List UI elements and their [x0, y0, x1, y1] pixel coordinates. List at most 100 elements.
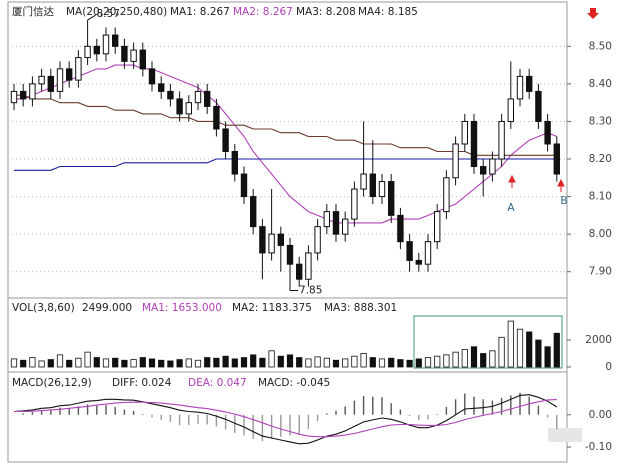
volume-bar	[176, 359, 183, 368]
header: MA1: 1653.000	[142, 302, 222, 314]
volume-bar	[351, 355, 358, 368]
volume-bar	[323, 357, 330, 368]
volume-bar	[185, 358, 192, 368]
candle-body	[222, 128, 229, 152]
candle-body	[240, 173, 248, 198]
volume-bar	[526, 331, 533, 368]
volume-bar	[148, 358, 156, 368]
candle-body	[369, 173, 377, 198]
annotation: B	[560, 195, 567, 207]
candle-body	[213, 105, 220, 130]
arrow-up	[508, 174, 516, 188]
annotation-leader	[87, 14, 96, 21]
candle-body	[314, 226, 321, 254]
candle-body	[250, 196, 257, 228]
y-tick-label: 8.50	[589, 40, 612, 52]
volume-bar	[286, 354, 294, 368]
candle-body	[204, 90, 211, 107]
candle-body	[185, 102, 193, 115]
volume-bar	[222, 355, 229, 368]
volume-bar	[443, 354, 450, 368]
volume-bar	[194, 359, 202, 368]
volume-bar	[498, 336, 505, 368]
candle-body	[231, 151, 239, 175]
candle-body	[10, 90, 18, 104]
volume-bar	[332, 359, 340, 368]
candle-body	[489, 158, 496, 175]
volume-bar	[102, 358, 110, 368]
candle-body	[378, 181, 386, 198]
volume-bar	[167, 360, 174, 368]
candle-body	[66, 68, 73, 81]
volume-bar	[139, 357, 146, 368]
candle-body	[112, 34, 119, 47]
y-tick-label: 8.40	[589, 78, 612, 90]
candle-body	[176, 98, 183, 115]
volume-bar	[406, 359, 413, 368]
header: MA3: 8.208	[296, 6, 356, 18]
volume-bar	[415, 358, 422, 368]
volume-bar	[461, 349, 468, 368]
volume-bar	[213, 357, 220, 368]
line	[14, 399, 557, 438]
volume-bar	[121, 359, 128, 368]
candle-body	[360, 173, 367, 190]
highlight-box	[413, 315, 563, 369]
candle-body	[286, 244, 294, 265]
candle-body	[443, 177, 450, 213]
volume-bar	[259, 357, 266, 368]
candle-body	[259, 226, 266, 254]
header: MA2: 8.267	[233, 6, 293, 18]
candle-body	[470, 120, 478, 168]
candle-body	[516, 75, 524, 100]
candle-body	[507, 98, 515, 122]
candle-body	[139, 49, 147, 70]
header: MACD(26,12,9)	[12, 377, 92, 389]
y-tick-label: 0	[605, 361, 612, 373]
stock-name: 厦门信达	[12, 5, 54, 18]
candle-body	[498, 120, 505, 160]
candle-body	[47, 75, 54, 92]
candle-body	[194, 90, 202, 104]
volume-bar	[231, 358, 238, 368]
candle-body	[332, 211, 340, 235]
volume-bar	[470, 346, 478, 368]
volume-bar	[240, 357, 248, 368]
candle-body	[544, 120, 551, 145]
candle-body	[84, 45, 91, 59]
candle-body	[29, 83, 36, 100]
line	[14, 158, 557, 171]
volume-bar	[516, 328, 524, 368]
header: DEA: 0.047	[188, 377, 247, 389]
header: MA(20,20,250,480)	[66, 6, 167, 18]
volume-bar	[489, 350, 496, 368]
candle-body	[148, 68, 156, 85]
header: MA2: 1183.375	[232, 302, 312, 314]
volume-bar	[507, 320, 514, 368]
candle-body	[535, 90, 542, 122]
y-tick-label: 8.00	[589, 228, 612, 240]
volume-bar	[388, 357, 395, 368]
volume-bar	[277, 355, 284, 368]
candle-body	[424, 241, 432, 265]
candle-body	[388, 181, 395, 216]
volume-bar	[38, 360, 45, 368]
volume-bar	[296, 357, 303, 368]
candle-body	[406, 241, 413, 261]
candle-body	[415, 259, 423, 265]
volume-bar	[158, 359, 165, 368]
header: MA4: 8.185	[358, 6, 418, 18]
candle-body	[158, 83, 165, 92]
volume-bar	[553, 332, 560, 368]
volume-bar	[10, 358, 18, 368]
header: MA3: 888.301	[324, 302, 397, 314]
y-tick-label: 0.00	[589, 409, 612, 421]
volume-bar	[544, 346, 551, 368]
candle-body	[56, 68, 64, 92]
y-tick-label: 8.20	[589, 153, 612, 165]
candle-body	[452, 143, 459, 179]
candle-body	[93, 45, 100, 55]
volume-bar	[268, 350, 275, 368]
arrow-up	[557, 178, 565, 192]
